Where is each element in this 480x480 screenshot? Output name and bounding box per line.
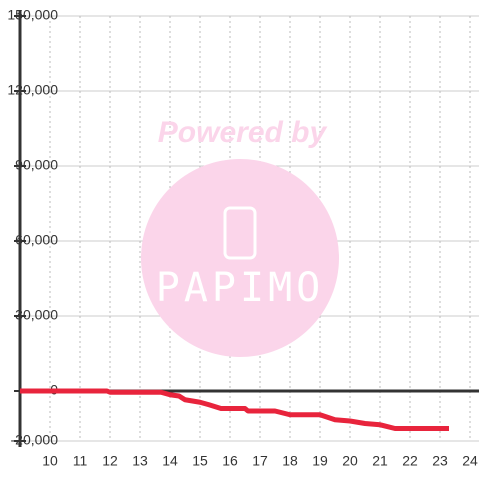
- x-tick-label: 18: [282, 453, 298, 469]
- x-tick-label: 20: [342, 453, 358, 469]
- y-tick-label: 90,000: [15, 157, 58, 173]
- x-tick-label: 10: [42, 453, 58, 469]
- x-tick-label: 19: [312, 453, 328, 469]
- x-tick-label: 21: [372, 453, 388, 469]
- watermark-logo: PAPIMO: [156, 265, 325, 311]
- x-tick-label: 16: [222, 453, 238, 469]
- y-tick-label: 120,000: [7, 82, 58, 98]
- x-tick-label: 24: [462, 453, 478, 469]
- x-tick-label: 15: [192, 453, 208, 469]
- x-tick-label: 17: [252, 453, 268, 469]
- x-tick-label: 14: [162, 453, 178, 469]
- y-tick-label: 150,000: [7, 7, 58, 23]
- y-tick-label: 30,000: [15, 307, 58, 323]
- x-tick-label: 13: [132, 453, 148, 469]
- watermark-icon: [223, 206, 257, 260]
- x-tick-label: 12: [102, 453, 118, 469]
- x-tick-label: 11: [73, 453, 88, 469]
- y-tick-label: -20,000: [11, 432, 59, 448]
- watermark: Powered by PAPIMO: [141, 116, 339, 357]
- data-line: [20, 388, 449, 431]
- y-tick-label: 60,000: [15, 232, 58, 248]
- x-tick-label: 23: [432, 453, 448, 469]
- x-tick-label: 22: [402, 453, 418, 469]
- watermark-text: Powered by: [158, 116, 328, 149]
